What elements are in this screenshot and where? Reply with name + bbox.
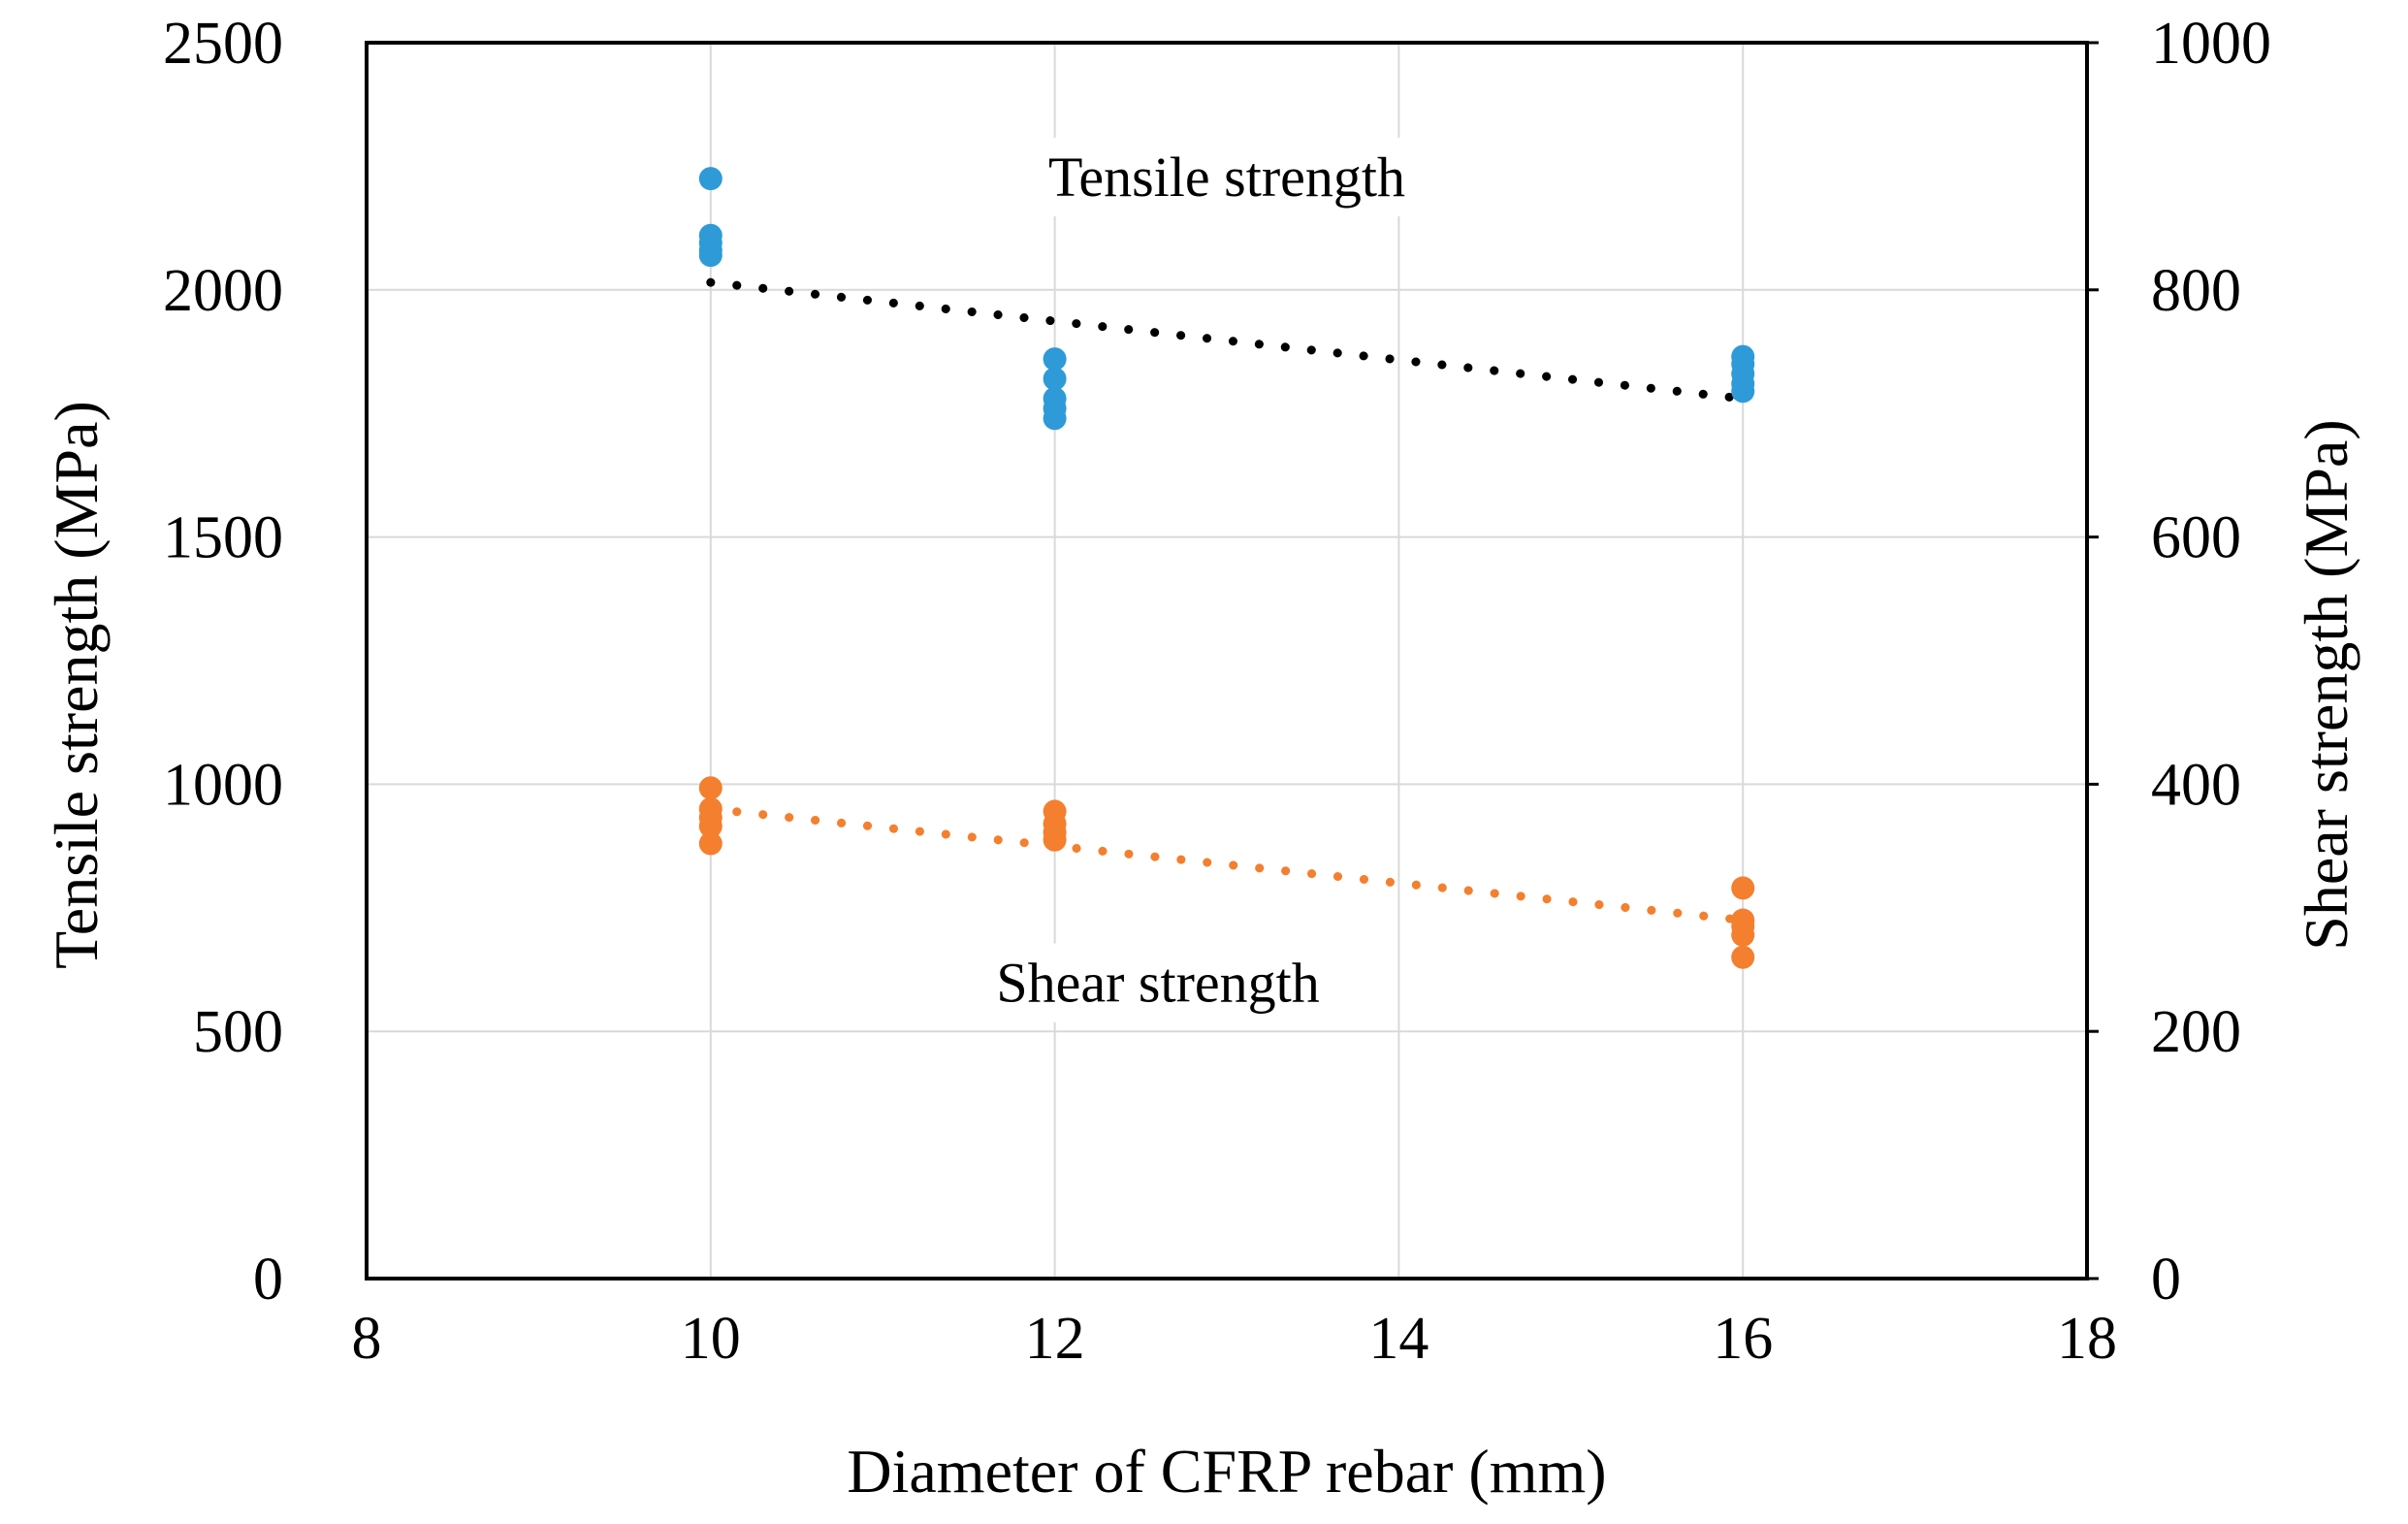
x-tick-label-16: 16 bbox=[1713, 1306, 1773, 1372]
annotation-tensile-strength: Tensile strength bbox=[1048, 146, 1405, 209]
trendlines bbox=[706, 277, 1748, 925]
tensile-strength-point-0 bbox=[698, 167, 722, 191]
x-axis-title: Diameter of CFRP rebar (mm) bbox=[847, 1437, 1606, 1506]
tensile-strength-point-14 bbox=[1731, 379, 1755, 404]
annotation-shear-strength: Shear strength bbox=[996, 952, 1319, 1015]
shear-strength-point-13 bbox=[1731, 945, 1755, 969]
y-right-tick-label-200: 200 bbox=[2151, 999, 2241, 1065]
y-right-tick-label-400: 400 bbox=[2151, 752, 2241, 818]
x-tick-label-14: 14 bbox=[1368, 1306, 1429, 1372]
y-left-tick-label-2000: 2000 bbox=[163, 258, 283, 324]
tensile-strength-point-5 bbox=[1043, 347, 1067, 372]
y-right-tick-label-800: 800 bbox=[2151, 258, 2241, 324]
tick-labels: 8 10 12 14 16 18 0 500 1000 1500 2000 2500 0 200 400 60… bbox=[163, 11, 2271, 1372]
y-left-tick-label-1500: 1500 bbox=[163, 505, 283, 571]
x-tick-label-18: 18 bbox=[2057, 1306, 2117, 1372]
y-right-tick-label-0: 0 bbox=[2151, 1247, 2181, 1313]
x-tick-label-12: 12 bbox=[1025, 1306, 1085, 1372]
y-right-tick-label-600: 600 bbox=[2151, 505, 2241, 571]
y-right-tick-label-1000: 1000 bbox=[2151, 11, 2271, 77]
y-axis-left-title: Tensile strength (MPa) bbox=[42, 401, 111, 969]
tensile-strength-point-6 bbox=[1043, 367, 1067, 391]
y-left-tick-label-0: 0 bbox=[253, 1247, 283, 1313]
y-axis-right-title: Shear strength (MPa) bbox=[2292, 419, 2360, 950]
x-tick-label-8: 8 bbox=[352, 1306, 382, 1372]
plot-area-border bbox=[365, 41, 2089, 1281]
shear-strength-point-0 bbox=[698, 776, 722, 800]
annotations: Tensile strength Shear strength bbox=[980, 137, 1422, 1022]
trendline-tensile-strength bbox=[706, 277, 1748, 404]
tensile-strength-point-4 bbox=[698, 243, 722, 268]
shear-strength-point-9 bbox=[1731, 876, 1755, 900]
shear-strength-point-4 bbox=[698, 831, 722, 856]
shear-strength-point-12 bbox=[1731, 923, 1755, 947]
grid-lines bbox=[367, 43, 2087, 1279]
tensile-strength-point-9 bbox=[1043, 406, 1067, 431]
y-left-tick-label-2500: 2500 bbox=[163, 11, 283, 77]
shear-strength-point-8 bbox=[1043, 827, 1067, 852]
shear-strength-point-3 bbox=[698, 814, 722, 838]
annotation-background-tensile-strength bbox=[1032, 137, 1422, 216]
data-points bbox=[698, 167, 1755, 969]
trendline-shear-strength bbox=[706, 804, 1748, 925]
y-left-tick-label-500: 500 bbox=[193, 999, 283, 1065]
y-left-tick-label-1000: 1000 bbox=[163, 752, 283, 818]
annotation-background-shear-strength bbox=[980, 943, 1335, 1022]
x-tick-label-10: 10 bbox=[681, 1306, 741, 1372]
